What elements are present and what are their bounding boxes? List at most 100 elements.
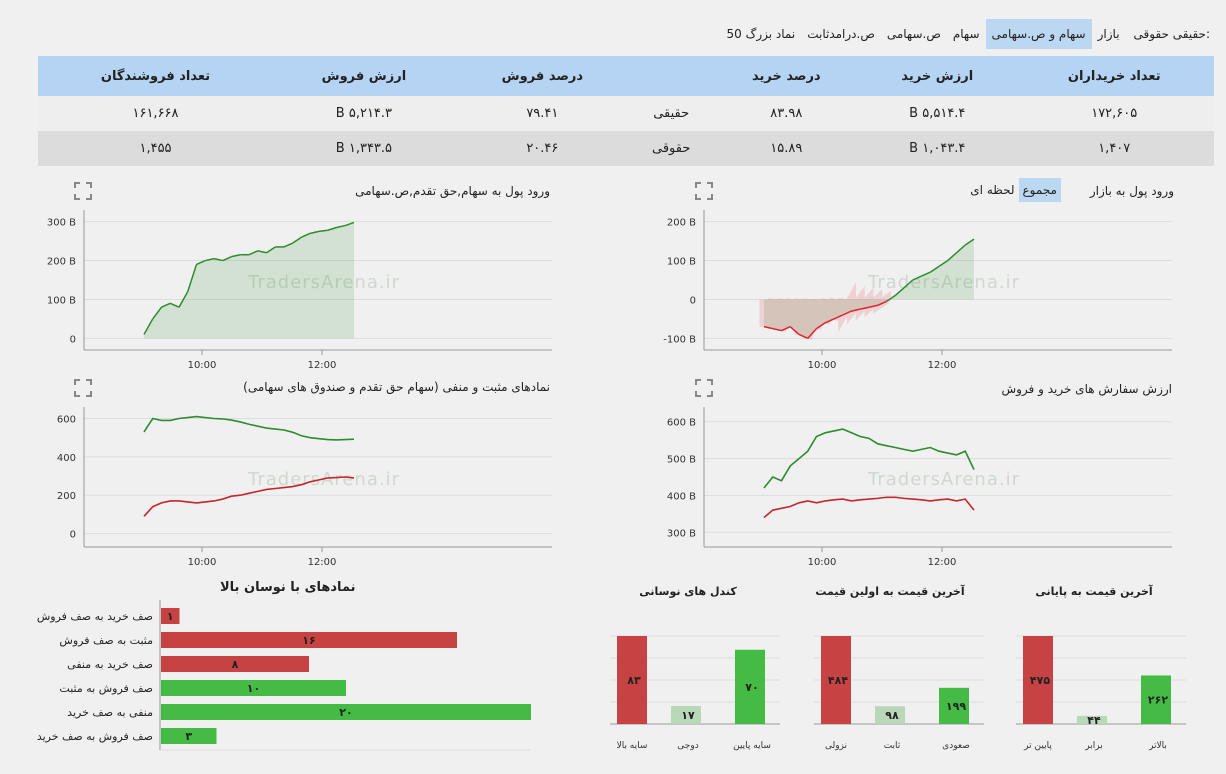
x-tick-label: 10:00 (188, 360, 217, 371)
header-buyers-count: تعداد خریداران (1014, 56, 1214, 96)
y-tick-label: 400 B (667, 491, 696, 502)
x-tick-label: 12:00 (928, 360, 957, 371)
series-line-segment (789, 326, 800, 336)
category-label: صف خرید به منفی (67, 658, 153, 671)
series-line-segment (257, 250, 267, 254)
market-flow-mode-toggle: مجموع لحظه ای (966, 178, 1061, 202)
series-line-segment (344, 221, 355, 227)
bar (671, 705, 701, 724)
expand-icon[interactable] (74, 379, 92, 397)
stock-flow-title: ورود پول به سهام,حق تقدم,ص.سهامی (355, 184, 550, 198)
bar (617, 636, 647, 724)
bar-value-label: ۷۰ (745, 681, 758, 694)
category-label: سایه بالا (617, 741, 648, 751)
tab-equity-funds[interactable]: ص.سهامی (886, 27, 941, 41)
cell: ۱,۰۴۳.۴ B (860, 131, 1015, 166)
mode-instant-button[interactable]: لحظه ای (970, 183, 1015, 197)
series-line-segment (763, 325, 773, 330)
cell: ۷۹.۴۱ (454, 96, 630, 131)
y-tick-label: 200 B (667, 218, 696, 229)
y-tick-label: 600 (57, 415, 76, 426)
series-line (763, 496, 975, 519)
candles-title: کندل های نوسانی (639, 585, 737, 598)
series-line-segment (860, 306, 870, 310)
category-label: صف فروش به مثبت (59, 682, 153, 695)
series-line-segment (833, 314, 844, 320)
bar-value-label: ۸۳ (627, 674, 641, 687)
bar-value-label: ۴۷۵ (1030, 674, 1050, 687)
category-label: صعودی (942, 741, 970, 751)
category-label: پایین تر (1023, 741, 1052, 751)
header-buy-percent: درصد خرید (712, 56, 861, 96)
header-type (629, 56, 713, 96)
posneg-title: نمادهای مثبت و منفی (سهام حق تقدم و صندو… (243, 380, 550, 394)
bar-value-label: ۸ (232, 658, 239, 671)
real-legal-summary-table: تعداد خریداران ارزش خرید درصد خرید درصد … (38, 56, 1214, 166)
series-line-segment (921, 271, 931, 277)
market-flow-title: ورود پول به بازار (1089, 184, 1174, 198)
y-tick-label: 600 B (667, 418, 696, 429)
bar-value-label: ۲۶۲ (1148, 694, 1168, 707)
x-tick-label: 10:00 (188, 557, 217, 568)
series-line-segment (292, 236, 302, 244)
tab-market[interactable]: بازار (1097, 27, 1120, 41)
series-line-segment (772, 327, 782, 332)
series-line-segment (807, 328, 818, 339)
y-tick-label: 0 (690, 295, 696, 306)
cell: حقوقی (629, 131, 713, 166)
series-line-segment (816, 322, 826, 330)
series-line-segment (956, 244, 966, 254)
expand-icon[interactable] (695, 379, 713, 397)
orders-chart: 600 B 500 B 400 B 300 B 10:00 12:00 TradersAre… (667, 407, 1172, 568)
bar (161, 656, 309, 672)
series-line-segment (886, 294, 896, 303)
category-label: صف فروش به صف خرید (36, 730, 153, 743)
category-label: مثبت به صف فروش (59, 634, 153, 647)
bar (1077, 715, 1107, 724)
category-label: برابر (1084, 741, 1102, 751)
cell: ۲۰.۴۶ (454, 131, 630, 166)
series-line-segment (938, 259, 949, 268)
bar (161, 632, 457, 648)
bar (735, 649, 765, 724)
cell: ۱,۳۴۳.۵ B (273, 131, 455, 166)
y-tick-label: 100 B (47, 295, 76, 306)
series-line-segment (266, 246, 276, 254)
series-line-segment (912, 275, 922, 281)
table-row: ۱۷۲,۶۰۵ ۵,۵۱۴.۴ B ۸۳.۹۸ حقیقی ۷۹.۴۱ ۵,۲۱… (38, 96, 1214, 131)
tab-fixed-income-funds[interactable]: ص.درامدثابت (807, 27, 875, 41)
tab-stocks-and-funds[interactable]: سهام و ص.سهامی (985, 19, 1092, 49)
y-tick-label: 300 B (667, 528, 696, 539)
bar (161, 608, 180, 624)
negative-area (759, 282, 891, 340)
series-line-segment (781, 325, 791, 332)
bar (875, 706, 905, 724)
cell: ۱۶۱,۶۶۸ (38, 96, 273, 131)
last-first-chart: ۴۸۴ نزولی ۹۸ ثابت ۱۹۹ صعودی (814, 635, 984, 751)
series-line-segment (169, 302, 180, 308)
tab-top-50[interactable]: 50 نماد بزرگ (726, 27, 796, 41)
series-line-segment (964, 238, 975, 246)
expand-icon[interactable] (695, 182, 713, 200)
series-line-segment (152, 306, 163, 320)
bar-value-label: ۱۶ (302, 634, 315, 647)
y-tick-label: -100 B (663, 334, 696, 345)
series-line (143, 476, 355, 517)
bar (161, 680, 346, 696)
last-close-chart: ۴۷۵ پایین تر ۴۴ برابر ۲۶۲ بالاتر (1016, 635, 1186, 751)
table-header-row: تعداد خریداران ارزش خرید درصد خرید درصد … (38, 56, 1214, 96)
bar (161, 704, 531, 720)
expand-icon[interactable] (74, 182, 92, 200)
volatile-chart: ۱ ۱۶ ۸ ۱۰ ۲۰ ۳ (159, 600, 531, 751)
series-line (763, 428, 975, 489)
mode-cumulative-button[interactable]: مجموع (1018, 178, 1061, 202)
category-label: دوجی (677, 741, 698, 751)
bar-value-label: ۴۸۴ (828, 674, 848, 687)
candles-chart: ۸۳ سایه بالا ۱۷ دوجی ۷۰ سایه پایین (610, 635, 780, 751)
tab-stocks[interactable]: سهام (952, 27, 980, 41)
series-line-segment (894, 287, 905, 297)
bar-value-label: ۳ (185, 730, 192, 743)
x-tick-label: 10:00 (808, 360, 837, 371)
